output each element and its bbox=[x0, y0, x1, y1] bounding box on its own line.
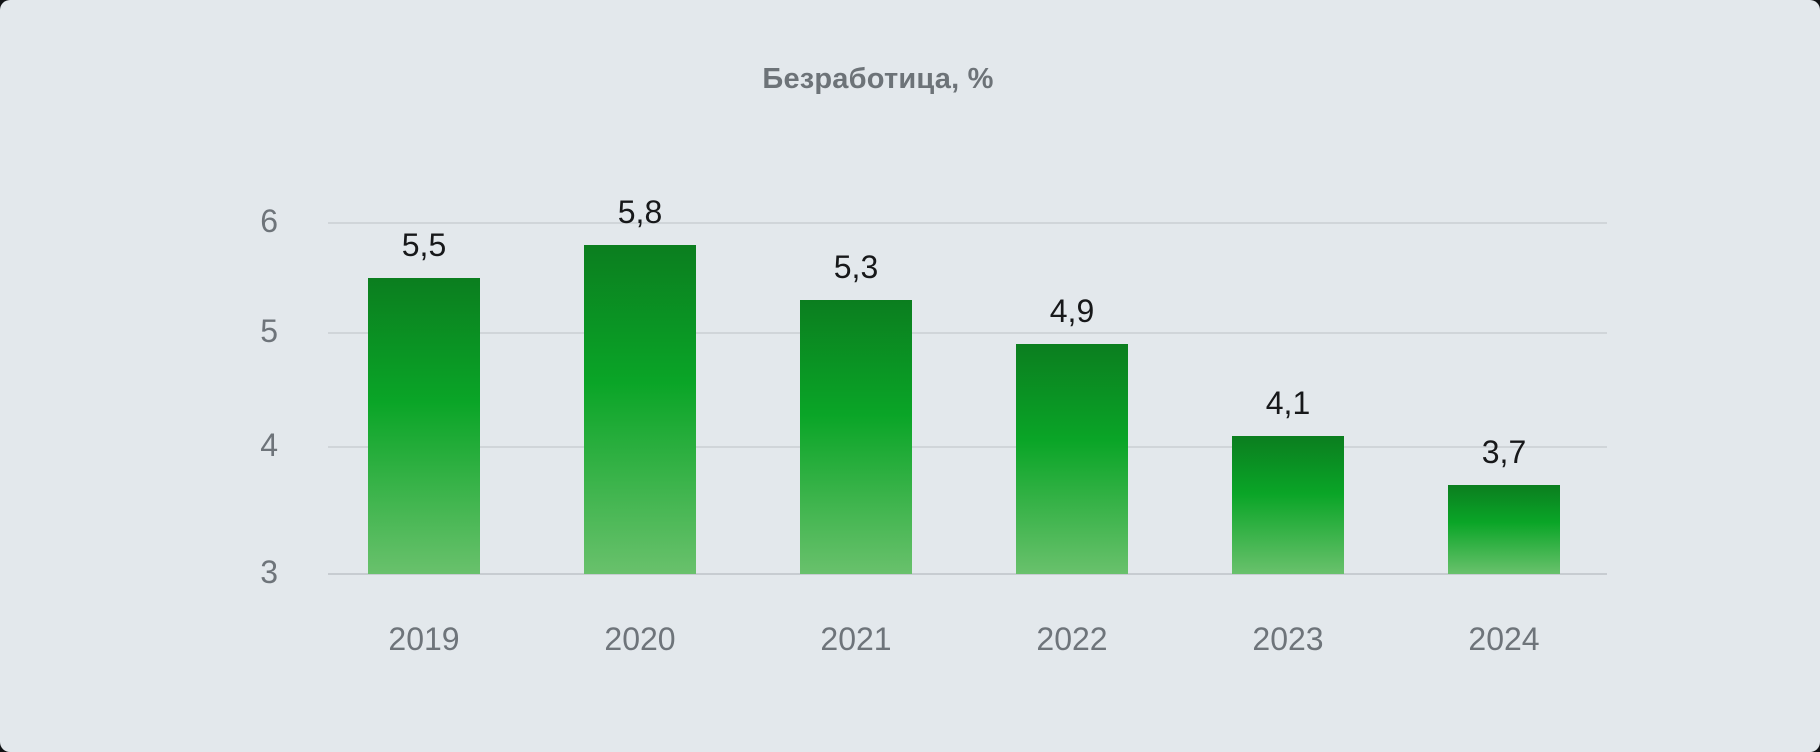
chart-title: Безработица, % bbox=[762, 63, 994, 95]
bar bbox=[1016, 344, 1128, 574]
bar-value-label: 4,1 bbox=[1265, 384, 1311, 421]
axis-baseline bbox=[328, 573, 1607, 575]
bar bbox=[1448, 485, 1560, 574]
x-axis-category-label: 2022 bbox=[1036, 621, 1108, 657]
bar-value-label: 4,9 bbox=[1049, 293, 1095, 330]
gridline bbox=[328, 222, 1607, 224]
bar-value-label: 5,5 bbox=[401, 227, 447, 263]
y-axis-tick-label: 5 bbox=[260, 313, 278, 349]
x-axis-category-label: 2024 bbox=[1468, 621, 1540, 657]
bar bbox=[368, 278, 480, 574]
bar bbox=[800, 300, 912, 574]
bar bbox=[1232, 435, 1344, 574]
x-axis-category-label: 2019 bbox=[388, 621, 460, 657]
bar-value-label: 3,7 bbox=[1481, 434, 1527, 471]
x-axis-category-label: 2020 bbox=[604, 621, 676, 657]
x-axis-category-label: 2021 bbox=[820, 621, 892, 657]
gridline bbox=[328, 332, 1607, 334]
x-axis-category-label: 2023 bbox=[1252, 621, 1324, 657]
y-axis-tick-label: 3 bbox=[260, 554, 278, 590]
bar-value-label: 5,3 bbox=[833, 249, 879, 285]
bar-value-label: 5,8 bbox=[617, 194, 663, 230]
y-axis-tick-label: 6 bbox=[260, 203, 278, 239]
y-axis-tick-label: 4 bbox=[260, 427, 278, 463]
bar bbox=[584, 245, 696, 574]
gridline bbox=[328, 446, 1607, 448]
